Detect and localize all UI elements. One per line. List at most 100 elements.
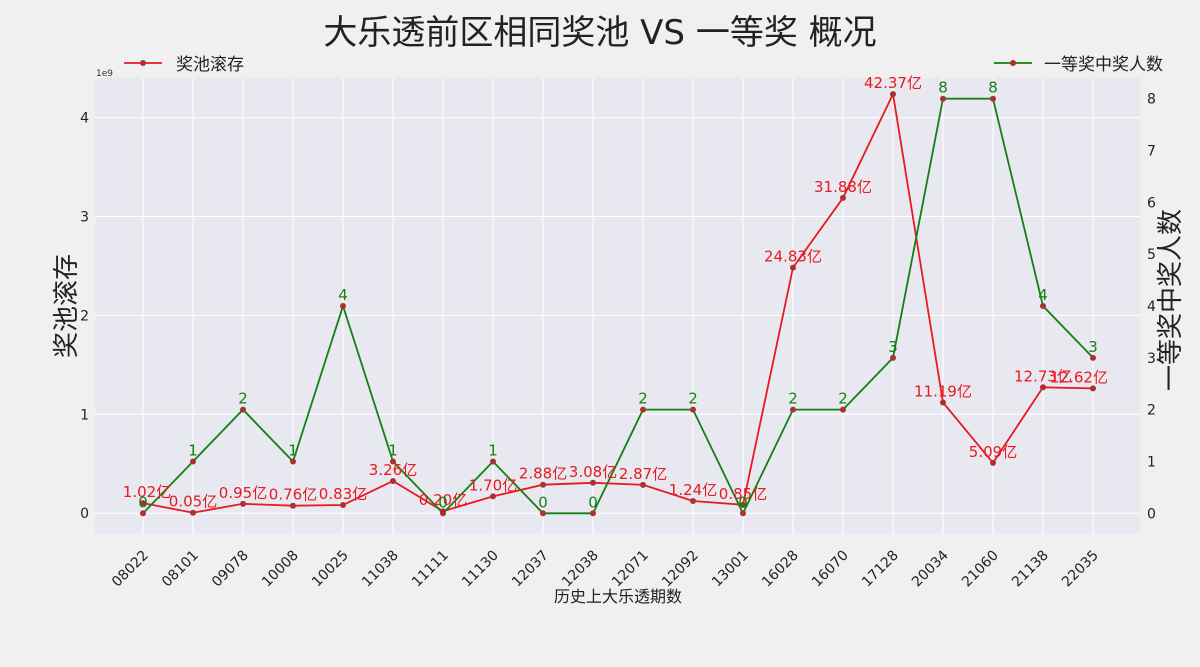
data-label: 0.83亿 bbox=[319, 485, 367, 503]
y-left-tick-label: 2 bbox=[80, 308, 89, 324]
data-label: 2 bbox=[238, 390, 248, 408]
x-tick-label: 11130 bbox=[459, 548, 502, 591]
x-tick-label: 12071 bbox=[609, 548, 652, 591]
legend-right-label: 一等奖中奖人数 bbox=[1044, 55, 1163, 75]
y-right-tick-label: 6 bbox=[1147, 195, 1156, 211]
data-point bbox=[1040, 384, 1046, 391]
data-point bbox=[1040, 303, 1046, 309]
data-label: 5.09亿 bbox=[969, 443, 1017, 461]
series-line-2 bbox=[142, 97, 1094, 516]
y-right-tick-label: 5 bbox=[1147, 247, 1156, 263]
data-label: 0 bbox=[588, 493, 598, 511]
data-point bbox=[890, 354, 896, 361]
x-tick-label: 09078 bbox=[209, 548, 252, 591]
data-label: 1 bbox=[488, 441, 498, 459]
data-label: 42.37亿 bbox=[864, 74, 922, 92]
x-tick-label: 12092 bbox=[659, 548, 702, 591]
legend-left-marker bbox=[140, 60, 146, 66]
y-left-tick-label: 3 bbox=[80, 209, 89, 225]
data-label: 31.88亿 bbox=[814, 178, 872, 196]
data-label: 2 bbox=[688, 390, 698, 408]
data-point bbox=[590, 510, 596, 517]
plot-area bbox=[95, 78, 1140, 534]
data-point bbox=[590, 479, 596, 486]
data-point bbox=[1090, 354, 1096, 361]
data-label: 2 bbox=[838, 390, 848, 408]
y-right-tick-label: 3 bbox=[1147, 351, 1156, 367]
data-label: 1 bbox=[388, 441, 398, 459]
data-label: 0 bbox=[438, 493, 448, 511]
data-label: 3 bbox=[1088, 338, 1098, 356]
data-point bbox=[1090, 385, 1096, 392]
data-point bbox=[740, 501, 746, 508]
data-label: 0 bbox=[138, 493, 148, 511]
x-tick-label: 10025 bbox=[309, 548, 352, 591]
data-point bbox=[140, 500, 146, 507]
data-label: 12.73亿 bbox=[1014, 367, 1072, 385]
y-right-tick-label: 1 bbox=[1147, 454, 1156, 470]
data-point bbox=[190, 458, 196, 465]
x-tick-label: 08101 bbox=[159, 548, 202, 591]
data-point bbox=[840, 406, 846, 413]
data-point bbox=[190, 509, 196, 516]
data-label: 1.02亿 bbox=[123, 483, 171, 501]
x-tick-label: 12038 bbox=[559, 548, 602, 591]
data-label: 0 bbox=[538, 493, 548, 511]
data-label: 8 bbox=[988, 79, 998, 97]
chart-title: 大乐透前区相同奖池 VS 一等奖 概况 bbox=[323, 13, 876, 53]
data-label: 3 bbox=[888, 338, 898, 356]
x-tick-label: 20034 bbox=[909, 547, 952, 590]
data-point bbox=[940, 399, 946, 406]
x-tick-label: 10008 bbox=[259, 548, 302, 591]
data-label: 1 bbox=[288, 441, 298, 459]
data-point bbox=[790, 264, 796, 271]
y-right-tick-label: 2 bbox=[1147, 403, 1156, 419]
x-tick-label: 22035 bbox=[1059, 548, 1102, 591]
data-point bbox=[540, 481, 546, 488]
data-label: 3.26亿 bbox=[369, 461, 417, 479]
y-right-tick-label: 4 bbox=[1147, 299, 1156, 315]
data-point bbox=[640, 481, 646, 488]
y-right-tick-label: 8 bbox=[1147, 92, 1156, 108]
data-label: 3.08亿 bbox=[569, 463, 617, 481]
y-right-tick-label: 0 bbox=[1147, 506, 1156, 522]
data-point bbox=[890, 91, 896, 98]
data-point bbox=[440, 510, 446, 517]
data-points bbox=[140, 91, 1096, 517]
x-tick-label: 08022 bbox=[109, 548, 152, 591]
data-label: 0.95亿 bbox=[219, 484, 267, 502]
x-tick-label: 11038 bbox=[359, 548, 402, 591]
data-point bbox=[240, 406, 246, 413]
y-left-tick-label: 0 bbox=[80, 506, 89, 522]
x-tick-label: 17128 bbox=[859, 548, 902, 591]
data-point bbox=[690, 497, 696, 504]
data-label: 0.05亿 bbox=[169, 493, 217, 511]
data-label: 24.83亿 bbox=[764, 248, 822, 266]
x-tick-label: 21060 bbox=[959, 548, 1002, 591]
y-left-tick-labels: 0 1 2 3 4 bbox=[80, 111, 89, 523]
data-point bbox=[540, 510, 546, 517]
series-lines bbox=[142, 91, 1094, 516]
data-point bbox=[340, 303, 346, 309]
y-right-tick-labels: 0 1 2 3 4 5 6 7 8 bbox=[1147, 92, 1156, 523]
y-left-tick-label: 1 bbox=[80, 407, 89, 423]
data-label: 1.24亿 bbox=[669, 481, 717, 499]
data-label: 2.88亿 bbox=[519, 465, 567, 483]
x-tick-label: 21138 bbox=[1009, 548, 1052, 591]
data-label: 2 bbox=[638, 390, 648, 408]
y-right-axis-label: 一等奖中奖人数 bbox=[1156, 209, 1186, 391]
data-point bbox=[840, 194, 846, 201]
data-point bbox=[240, 500, 246, 507]
data-point bbox=[940, 95, 946, 102]
data-point bbox=[990, 95, 996, 102]
data-point bbox=[390, 458, 396, 465]
data-point bbox=[490, 493, 496, 500]
data-point bbox=[640, 406, 646, 413]
x-axis-label: 历史上大乐透期数 bbox=[554, 587, 682, 606]
data-point bbox=[140, 510, 146, 517]
data-point bbox=[790, 406, 796, 413]
y-right-tick-label: 7 bbox=[1147, 144, 1156, 160]
legend-left-label: 奖池滚存 bbox=[176, 55, 244, 75]
